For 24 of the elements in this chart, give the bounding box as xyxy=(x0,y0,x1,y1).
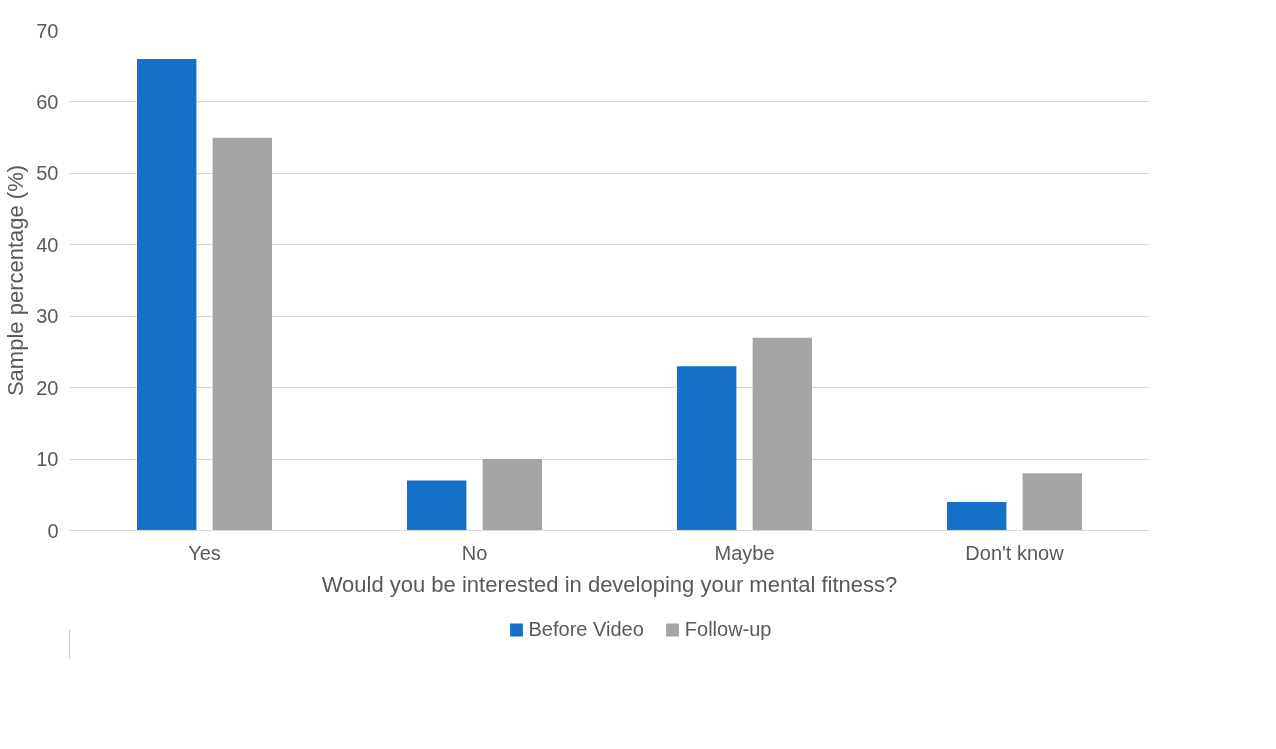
x-tick-label: Yes xyxy=(188,541,221,564)
bar xyxy=(212,137,272,531)
y-tick-label: 20 xyxy=(36,376,59,399)
bar xyxy=(1022,473,1082,531)
y-tick-label: 30 xyxy=(36,305,59,328)
x-tick-label: Don't know xyxy=(965,541,1065,564)
y-tick-label: 60 xyxy=(36,90,59,113)
legend-label: Before Video xyxy=(528,617,644,641)
bar xyxy=(752,337,812,531)
bar xyxy=(137,59,197,531)
bar xyxy=(482,459,542,531)
x-tick-label: Maybe xyxy=(714,541,775,564)
x-tick-label: No xyxy=(461,541,488,564)
bar xyxy=(947,501,1007,531)
y-tick-label: 10 xyxy=(36,448,59,471)
y-tick-label: 50 xyxy=(36,162,59,185)
y-tick-label: 40 xyxy=(36,233,59,256)
bar xyxy=(407,480,467,531)
legend-label: Follow-up xyxy=(684,617,772,641)
y-tick-label: 0 xyxy=(47,519,59,542)
x-axis-title: Would you be interested in developing your mental fitness? xyxy=(321,571,898,597)
bar xyxy=(677,366,737,531)
y-axis-title: Sample percentage (%) xyxy=(3,164,29,397)
y-tick-label: 70 xyxy=(36,19,59,42)
